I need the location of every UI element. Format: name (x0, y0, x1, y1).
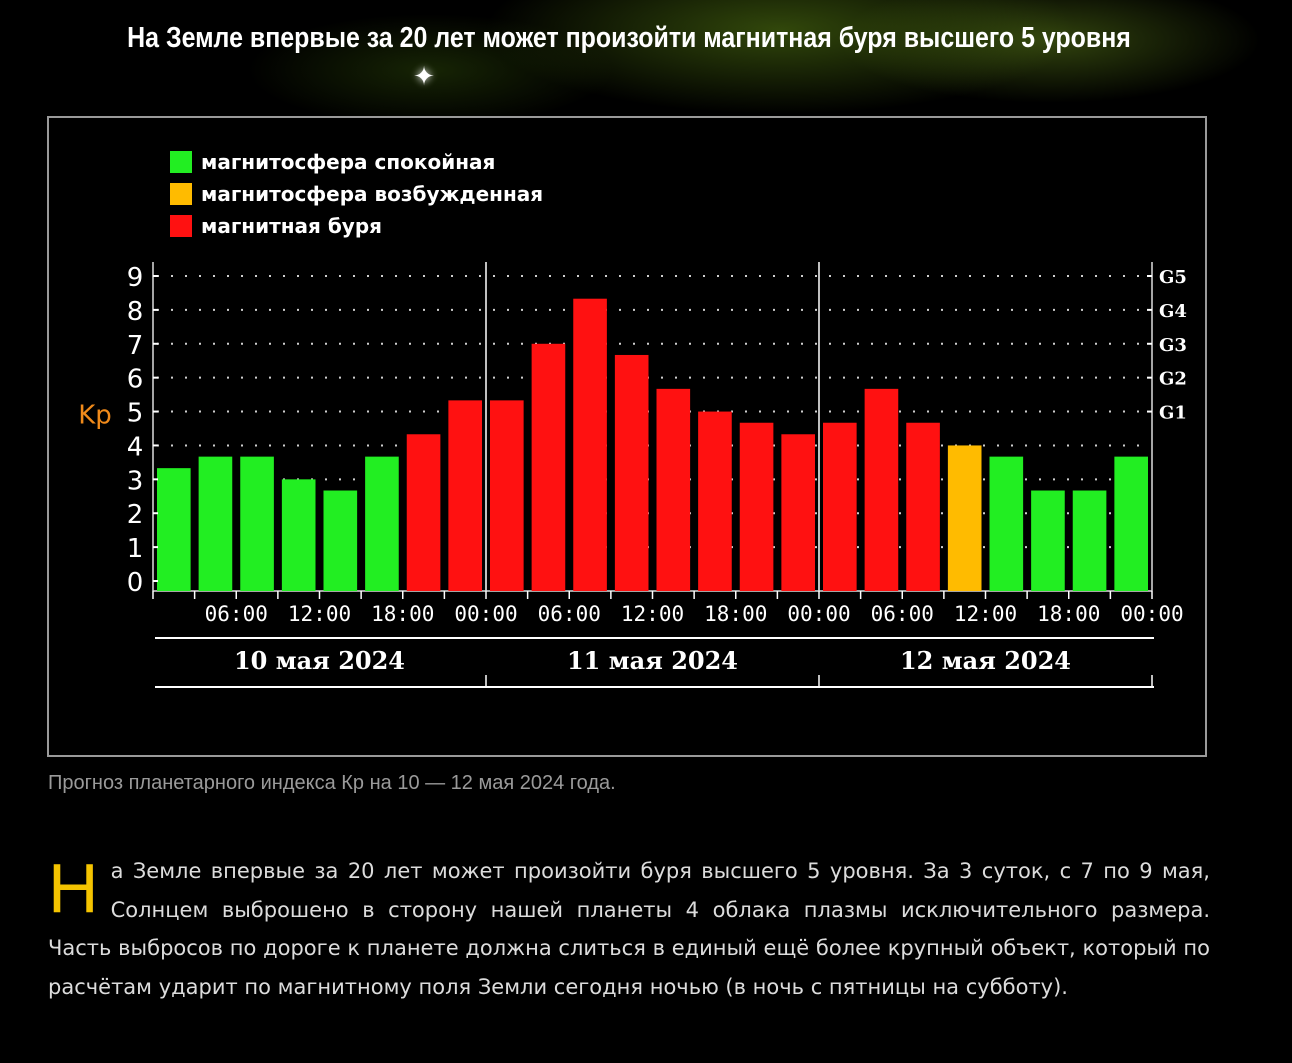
time-tick-label: 00:00 (787, 602, 850, 626)
kp-bar (1114, 456, 1148, 591)
kp-bar (698, 411, 732, 591)
sparkle-star-icon: ✦ (413, 61, 435, 91)
time-tick-label: 06:00 (871, 602, 934, 626)
kp-bar (1072, 490, 1107, 591)
time-tick-label: 06:00 (205, 602, 268, 626)
legend-label: магнитосфера спокойная (201, 150, 495, 174)
time-tick-label: 06:00 (538, 602, 601, 626)
kp-chart: 0 1 2 3 4 5 6 7 8 9 Kp G1 G2 G3 G4 G5 06:00 12:00 18:00 00:… (47, 116, 1207, 757)
y-tick-label: 3 (127, 466, 144, 496)
time-tick-label: 12:00 (621, 602, 684, 626)
kp-bar (656, 388, 691, 591)
kp-bar (198, 456, 233, 591)
time-tick-label: 12:00 (954, 602, 1017, 626)
legend-label: магнитная буря (201, 214, 382, 238)
legend-swatch (170, 151, 192, 173)
g-level-label: G2 (1159, 369, 1187, 390)
kp-bar (157, 468, 191, 591)
g-level-label: G3 (1159, 335, 1187, 356)
kp-bar (614, 354, 649, 591)
kp-bar (947, 445, 982, 591)
y-tick-label: 8 (127, 297, 144, 327)
time-tick-label: 18:00 (704, 602, 767, 626)
kp-chart-svg: 0 1 2 3 45 6 7 8 9 Kp G1 G2 G3 G4 G5 06:00 12:00 18:00 00:… (78, 150, 1187, 688)
kp-bar (448, 400, 482, 591)
legend-swatch (170, 183, 192, 205)
time-tick-label: 12:00 (288, 602, 351, 626)
kp-bar (781, 434, 815, 591)
headline: На Земле впервые за 20 лет может произой… (127, 22, 1131, 54)
kp-bar (490, 400, 524, 591)
y-tick-label: 6 (127, 365, 144, 395)
y-tick-label: 1 (127, 534, 144, 564)
y-tick-label: 5 (127, 399, 144, 429)
y-tick-label: 4 (127, 432, 144, 462)
time-tick-label: 18:00 (371, 602, 434, 626)
kp-axis-label: Kp (78, 401, 112, 431)
kp-bar (739, 422, 774, 591)
time-tick-label: 18:00 (1037, 602, 1100, 626)
g-level-label: G1 (1159, 403, 1187, 424)
kp-bar (906, 422, 940, 591)
day-label: 11 мая 2024 (567, 646, 738, 675)
legend-swatch (170, 215, 192, 237)
kp-bar (240, 456, 274, 591)
kp-bar (531, 343, 566, 591)
kp-bar (365, 456, 399, 591)
g-level-label: G4 (1159, 301, 1187, 322)
kp-bar (989, 456, 1024, 591)
y-tick-label: 9 (127, 263, 144, 293)
time-tick-label: 00:00 (454, 602, 517, 626)
kp-bar (281, 479, 316, 591)
y-tick-label: 0 (127, 568, 144, 598)
kp-bar (864, 388, 899, 591)
time-tick-label: 00:00 (1120, 602, 1183, 626)
y-tick-label: 7 (127, 331, 144, 361)
legend-label: магнитосфера возбужденная (201, 182, 543, 206)
image-caption: Прогноз планетарного индекса Кр на 10 — … (48, 772, 616, 794)
kp-bar (406, 434, 441, 591)
article-text: а Земле впервые за 20 лет может произойт… (48, 859, 1210, 999)
drop-cap: Н (48, 849, 99, 927)
y-tick-label: 2 (127, 500, 144, 530)
day-label: 10 мая 2024 (234, 646, 405, 675)
kp-bar (573, 298, 607, 591)
kp-bar (1031, 490, 1065, 591)
g-level-label: G5 (1159, 267, 1187, 288)
day-label: 12 мая 2024 (900, 646, 1071, 675)
kp-bar (823, 422, 857, 591)
kp-bar (323, 490, 358, 591)
